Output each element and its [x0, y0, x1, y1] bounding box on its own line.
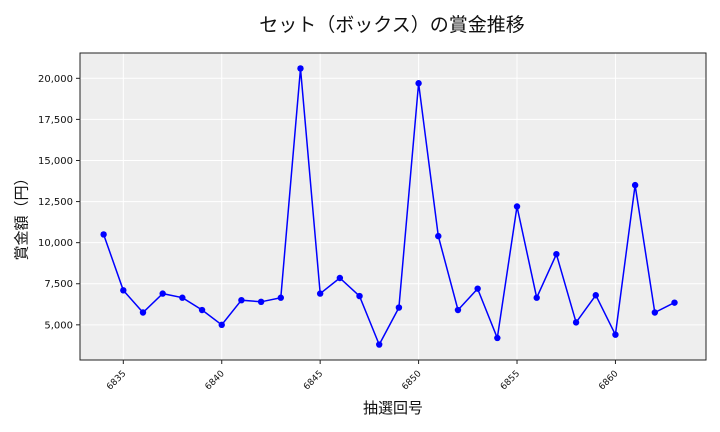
grid-lines — [80, 53, 706, 360]
data-series — [100, 65, 678, 348]
series-line — [102, 68, 675, 347]
x-tick-label: 6850 — [400, 369, 423, 392]
data-point — [139, 309, 147, 316]
y-axis-ticks: 5,000 7,500 10,000 12,500 15,000 17,500 20,000 — [38, 74, 80, 331]
plot-frame — [79, 52, 707, 361]
y-tick-label: 10,000 — [38, 238, 73, 249]
y-tick-label: 7,500 — [44, 279, 73, 290]
y-tick-label: 12,500 — [38, 197, 73, 208]
x-tick-label: 6855 — [499, 369, 522, 392]
data-point — [513, 203, 521, 210]
data-point — [277, 294, 284, 301]
data-point — [179, 294, 186, 301]
data-point — [631, 181, 639, 189]
x-tick-label: 6860 — [597, 369, 620, 392]
data-point — [474, 285, 481, 292]
data-point — [572, 319, 580, 326]
data-point — [356, 292, 363, 300]
x-tick-label: 6835 — [105, 369, 128, 392]
data-point — [553, 250, 560, 258]
x-axis-ticks: 6835 6840 6845 6850 6855 6860 — [105, 360, 621, 392]
y-tick-label: 17,500 — [38, 115, 73, 126]
data-point — [415, 80, 422, 87]
data-point — [494, 334, 501, 342]
data-point — [533, 294, 540, 301]
data-point — [454, 306, 462, 314]
data-point — [336, 274, 344, 282]
data-point — [218, 321, 225, 329]
data-point — [671, 299, 678, 306]
data-point — [238, 296, 245, 304]
x-axis-label: 抽選回号 — [362, 399, 423, 417]
data-point — [612, 331, 619, 338]
y-tick-label: 5,000 — [44, 320, 73, 331]
data-point — [198, 306, 206, 314]
data-point — [257, 298, 265, 306]
data-point — [100, 231, 107, 238]
data-point — [592, 292, 599, 299]
data-point — [395, 304, 403, 311]
data-point — [435, 232, 442, 240]
x-tick-label: 6845 — [302, 369, 325, 392]
data-point — [297, 65, 304, 72]
plot-area — [80, 53, 706, 360]
chart-title: セット（ボックス）の賞金推移 — [259, 14, 525, 36]
data-point — [316, 290, 324, 297]
data-point — [651, 309, 659, 316]
data-point — [120, 287, 127, 294]
y-tick-label: 15,000 — [38, 156, 73, 167]
x-tick-label: 6840 — [204, 369, 227, 392]
data-point — [159, 290, 166, 297]
y-tick-label: 20,000 — [38, 74, 73, 85]
data-point — [376, 341, 383, 348]
